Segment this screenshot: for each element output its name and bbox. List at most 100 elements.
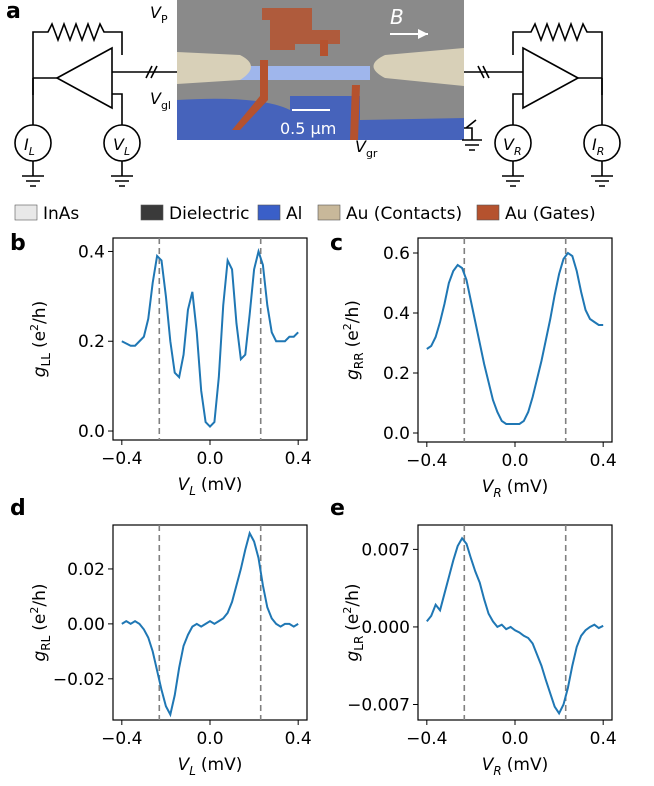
label-var: g xyxy=(30,651,50,662)
legend-swatch xyxy=(15,205,37,220)
y-axis-label: gRL(e2/h) xyxy=(28,583,53,661)
label-unit: /h) xyxy=(30,301,50,324)
label-sub: LL xyxy=(39,353,53,367)
label-sup: 2 xyxy=(341,323,354,330)
x-axis-label: VL(mV) xyxy=(178,755,243,778)
legend-swatch xyxy=(318,205,340,220)
label-sub: R xyxy=(493,486,501,500)
panel-label: a xyxy=(6,0,21,24)
x-tick-label: −0.4 xyxy=(101,449,142,469)
label-sub: L xyxy=(29,145,35,158)
label-unit: (mV) xyxy=(507,755,548,775)
schematic-label: B xyxy=(390,5,404,29)
y-tick-label: 0.2 xyxy=(383,364,410,384)
legend-label: Dielectric xyxy=(169,204,250,224)
label-unit: (mV) xyxy=(507,477,548,497)
y-tick-label: 0.000 xyxy=(361,618,410,638)
schematic-label: VR xyxy=(503,135,522,158)
x-axis-label: VL(mV) xyxy=(178,475,243,498)
y-tick-label: −0.02 xyxy=(53,670,105,690)
legend-label: Au (Gates) xyxy=(505,204,596,224)
x-tick-label: 0.4 xyxy=(285,449,312,469)
plot-frame xyxy=(418,238,612,442)
x-tick-label: 0.4 xyxy=(590,451,617,471)
x-tick-label: 0.0 xyxy=(501,451,528,471)
plot-frame xyxy=(418,525,612,720)
x-tick-label: 0.4 xyxy=(590,729,617,749)
label-unit: (mV) xyxy=(201,475,242,495)
data-line xyxy=(122,251,298,426)
panel-label: d xyxy=(10,496,26,521)
x-tick-label: 0.4 xyxy=(285,729,312,749)
label-var: g xyxy=(343,369,363,380)
label-unit: (mV) xyxy=(201,755,242,775)
label-unit: (e xyxy=(343,330,363,347)
panel-label: b xyxy=(10,231,26,256)
label-sub: P xyxy=(161,13,168,26)
data-line xyxy=(427,253,603,424)
x-axis-label: VR(mV) xyxy=(482,755,548,778)
label-main: 0.5 μm xyxy=(280,119,336,138)
y-tick-label: 0.007 xyxy=(361,540,410,560)
ground xyxy=(462,120,482,150)
label-sup: 2 xyxy=(341,607,354,614)
x-tick-label: 0.0 xyxy=(196,449,223,469)
y-axis-label: gLL (e2/h) xyxy=(28,301,53,377)
legend-swatch xyxy=(258,205,280,220)
label-sub: gl xyxy=(161,99,171,112)
circuit xyxy=(464,24,620,186)
y-axis-label: gRR (e2/h) xyxy=(341,300,366,380)
x-tick-label: −0.4 xyxy=(406,729,447,749)
label-unit: /h) xyxy=(343,583,363,606)
plot-frame xyxy=(113,525,307,720)
panel-label: c xyxy=(330,231,343,256)
legend-swatch xyxy=(141,205,163,220)
label-unit: (e xyxy=(30,331,50,348)
data-line xyxy=(122,533,298,714)
label-sub: RL xyxy=(39,635,53,650)
x-axis-label: VR(mV) xyxy=(482,477,548,500)
label-unit: (e xyxy=(343,614,363,631)
legend-label: Au (Contacts) xyxy=(346,204,462,224)
label-unit: /h) xyxy=(343,300,363,323)
legend-label: InAs xyxy=(43,204,79,224)
schematic-label: VL xyxy=(113,135,130,158)
y-tick-label: 0.2 xyxy=(78,332,105,352)
label-sub: L xyxy=(124,145,130,158)
label-sub: L xyxy=(189,764,196,778)
legend-label: Al xyxy=(286,204,302,224)
label-sub: L xyxy=(189,484,196,498)
schematic-label: VP xyxy=(150,3,168,26)
data-line xyxy=(427,538,603,713)
label-unit: /h) xyxy=(30,583,50,606)
label-sup: 2 xyxy=(28,324,41,331)
legend-swatch xyxy=(477,205,499,220)
y-tick-label: 0.4 xyxy=(383,304,410,324)
y-tick-label: 0.4 xyxy=(78,242,105,262)
label-var: g xyxy=(30,366,50,377)
schematic-label: Vgr xyxy=(355,137,378,160)
y-axis-label: gLR (e2/h) xyxy=(341,583,366,661)
label-var: g xyxy=(343,651,363,662)
label-sub: RR xyxy=(352,352,366,369)
panel-label: e xyxy=(330,496,345,521)
y-tick-label: 0.0 xyxy=(78,422,105,442)
schematic-label: Vgl xyxy=(150,89,171,112)
x-tick-label: 0.0 xyxy=(196,729,223,749)
x-tick-label: −0.4 xyxy=(406,451,447,471)
label-unit: (e xyxy=(30,614,50,631)
y-tick-label: 0.00 xyxy=(67,615,105,635)
label-sub: R xyxy=(514,145,522,158)
x-tick-label: 0.0 xyxy=(501,729,528,749)
schematic-label: IL xyxy=(24,135,35,158)
y-tick-label: 0.6 xyxy=(383,244,410,264)
label-sub: R xyxy=(493,764,501,778)
schematic-label: IR xyxy=(592,135,604,158)
label-sub: LR xyxy=(352,636,366,651)
figure: a VPBVgl0.5 μmVgrILVLVRIR InAsD xyxy=(0,0,654,786)
x-tick-label: −0.4 xyxy=(101,729,142,749)
label-main: B xyxy=(390,5,404,29)
y-tick-label: −0.007 xyxy=(347,695,410,715)
y-tick-label: 0.02 xyxy=(67,560,105,580)
schematic-label: 0.5 μm xyxy=(280,119,336,138)
